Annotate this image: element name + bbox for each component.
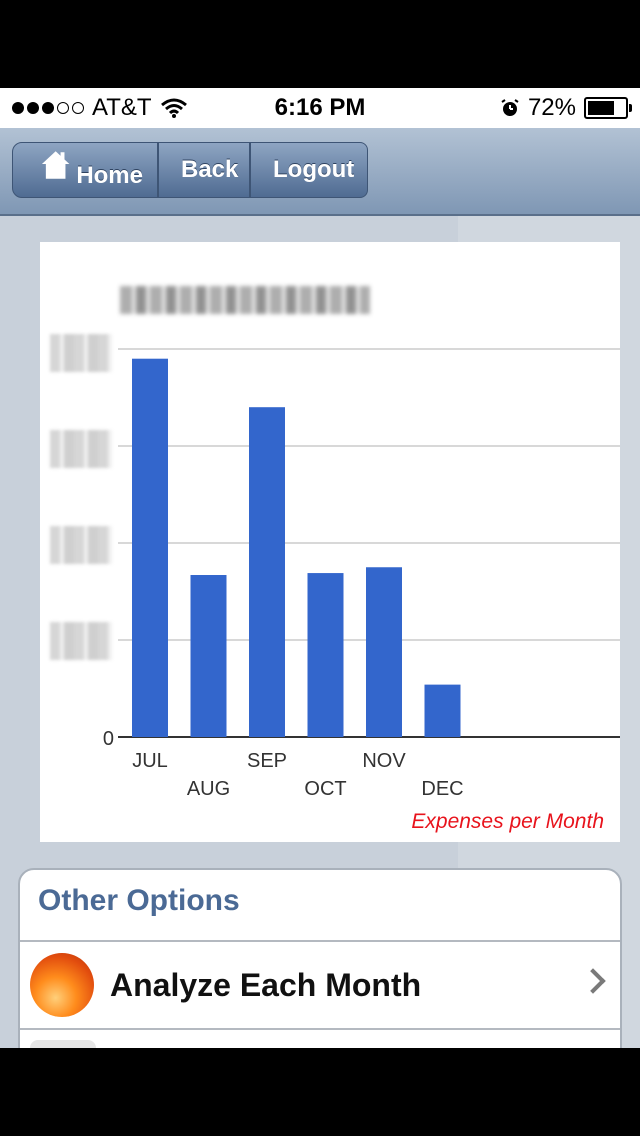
- alarm-clock-icon: [501, 99, 519, 116]
- chevron-right-icon: [580, 968, 606, 994]
- logout-button[interactable]: Logout: [250, 142, 368, 198]
- chart-bar: [132, 358, 168, 737]
- chart-bar: [366, 567, 402, 737]
- battery-percent: 72%: [527, 94, 576, 121]
- x-tick-label: DEC: [421, 778, 463, 800]
- home-button[interactable]: Home: [12, 142, 158, 198]
- bottom-black-bar: [0, 1048, 640, 1136]
- status-right: 72%: [500, 94, 632, 122]
- orange-orb-icon: [30, 953, 94, 1017]
- x-tick-label: NOV: [362, 750, 406, 772]
- expenses-chart-card: 0 JUL AUG SEP OCT NOV DEC Expenses per Month: [40, 242, 620, 842]
- back-button-label: Back: [181, 156, 239, 183]
- x-tick-label: AUG: [187, 778, 230, 800]
- y-tick-redacted: [50, 526, 112, 564]
- y-tick-redacted: [50, 334, 112, 372]
- status-bar: AT&T 6:16 PM 72%: [0, 88, 640, 128]
- chart-bar: [307, 573, 344, 737]
- x-tick-label: JUL: [132, 750, 168, 772]
- top-black-bar: [0, 0, 640, 88]
- carrier-name: AT&T: [92, 94, 152, 121]
- status-time: 6:16 PM: [274, 94, 366, 121]
- other-options-header: Other Options: [20, 870, 620, 942]
- chart-bar: [190, 575, 227, 737]
- analyze-each-month-label: Analyze Each Month: [110, 966, 422, 1003]
- main-content: 0 JUL AUG SEP OCT NOV DEC Expenses per Month O…: [0, 216, 640, 1048]
- x-tick-label: OCT: [304, 778, 346, 800]
- chart-bar: [249, 407, 285, 737]
- battery-icon: [584, 97, 632, 119]
- y-tick-redacted: [50, 430, 112, 468]
- signal-strength-icon: [12, 102, 84, 114]
- analyze-each-month-row[interactable]: Analyze Each Month: [20, 942, 620, 1030]
- bar-chart: 0 JUL AUG SEP OCT NOV DEC: [103, 348, 620, 800]
- y-tick-redacted: [50, 622, 112, 660]
- wifi-icon: [160, 98, 187, 118]
- nav-button-group: Home Back Logout: [12, 142, 368, 200]
- x-tick-label: SEP: [247, 750, 287, 772]
- logout-button-label: Logout: [273, 156, 355, 183]
- chart-bar: [424, 684, 461, 737]
- navigation-bar: Home Back Logout: [0, 128, 640, 216]
- carrier-info: AT&T: [12, 94, 188, 122]
- chart-legend: Expenses per Month: [411, 810, 604, 833]
- y-tick-label: 0: [103, 728, 114, 750]
- list-item-partial[interactable]: [20, 1030, 620, 1048]
- home-icon: [41, 151, 70, 179]
- home-button-label: Home: [76, 162, 143, 189]
- chart-title-redacted: [120, 286, 370, 314]
- back-button[interactable]: Back: [158, 142, 250, 198]
- partial-row-icon: [30, 1040, 96, 1048]
- other-options-panel: Other Options Analyze Each Month: [18, 868, 622, 1048]
